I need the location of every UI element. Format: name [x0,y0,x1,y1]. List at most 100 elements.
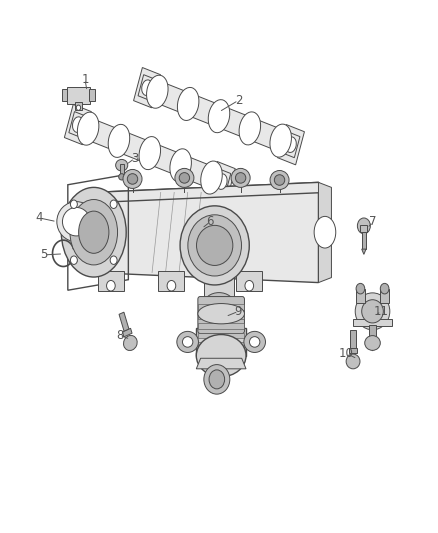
Ellipse shape [147,75,168,108]
Bar [198,333,244,338]
Ellipse shape [106,280,115,291]
Ellipse shape [57,201,96,241]
Bar [75,102,82,110]
Polygon shape [362,249,366,254]
Ellipse shape [286,137,296,152]
Ellipse shape [108,124,130,157]
Ellipse shape [204,293,234,316]
Ellipse shape [274,175,285,185]
Ellipse shape [167,280,176,291]
Ellipse shape [244,332,265,352]
Ellipse shape [201,161,222,194]
Polygon shape [196,328,246,356]
Bar [159,271,184,291]
Ellipse shape [365,336,380,350]
Ellipse shape [177,87,199,120]
Ellipse shape [177,332,198,352]
Text: 10: 10 [339,347,354,360]
Ellipse shape [209,370,225,389]
Ellipse shape [270,171,289,190]
Text: 3: 3 [131,152,138,165]
Polygon shape [94,182,327,203]
Text: 7: 7 [369,215,376,228]
Polygon shape [119,312,129,331]
Ellipse shape [123,169,142,189]
Ellipse shape [63,207,90,236]
Polygon shape [278,125,304,165]
Ellipse shape [204,365,230,394]
Polygon shape [94,182,318,282]
Text: 9: 9 [235,305,242,318]
Ellipse shape [236,173,246,183]
Ellipse shape [139,136,161,169]
Polygon shape [353,319,392,326]
Ellipse shape [78,112,99,145]
Ellipse shape [110,200,117,208]
Bar [356,289,365,303]
Ellipse shape [79,211,109,253]
Ellipse shape [179,173,190,183]
Ellipse shape [239,112,261,145]
Bar [89,90,95,101]
Ellipse shape [346,354,360,369]
Bar [198,324,244,329]
Polygon shape [349,348,357,353]
Bar [198,342,244,348]
Polygon shape [196,358,246,369]
Ellipse shape [314,216,336,248]
Ellipse shape [116,159,128,171]
Bar [198,314,244,319]
Bar [120,164,124,177]
Ellipse shape [231,168,250,188]
Ellipse shape [175,168,194,188]
Ellipse shape [355,293,390,330]
Ellipse shape [124,335,137,351]
Ellipse shape [356,284,365,294]
Ellipse shape [127,174,138,184]
Polygon shape [69,111,231,195]
Bar [67,87,90,103]
Ellipse shape [357,218,371,234]
Polygon shape [350,330,356,348]
Bar [204,272,234,304]
Ellipse shape [183,337,193,347]
Text: 5: 5 [40,248,48,261]
Text: 1: 1 [81,73,88,86]
Ellipse shape [61,188,126,277]
Polygon shape [208,161,235,202]
Ellipse shape [197,225,233,265]
Ellipse shape [188,215,241,276]
Bar [62,90,67,101]
Polygon shape [123,328,132,337]
Ellipse shape [196,335,246,377]
Polygon shape [370,343,375,351]
Ellipse shape [216,174,227,189]
FancyBboxPatch shape [198,296,244,334]
Text: 11: 11 [374,305,389,318]
Text: 8: 8 [116,328,123,342]
Ellipse shape [250,337,260,347]
Ellipse shape [245,280,254,291]
Ellipse shape [76,105,81,110]
Polygon shape [64,104,91,145]
Ellipse shape [119,174,125,180]
Polygon shape [138,75,300,158]
Ellipse shape [380,284,389,294]
Ellipse shape [71,200,78,208]
Ellipse shape [180,206,249,285]
Bar [236,271,262,291]
Text: 6: 6 [207,215,214,228]
Ellipse shape [170,149,191,182]
Bar [370,325,375,343]
Bar [198,304,244,310]
Ellipse shape [208,100,230,133]
Bar [360,225,367,232]
Bar [380,289,389,303]
Text: 2: 2 [235,94,242,107]
Ellipse shape [362,300,383,323]
Ellipse shape [198,304,244,324]
Ellipse shape [70,199,117,265]
Text: 4: 4 [36,212,43,224]
Polygon shape [134,68,160,108]
Ellipse shape [110,256,117,264]
